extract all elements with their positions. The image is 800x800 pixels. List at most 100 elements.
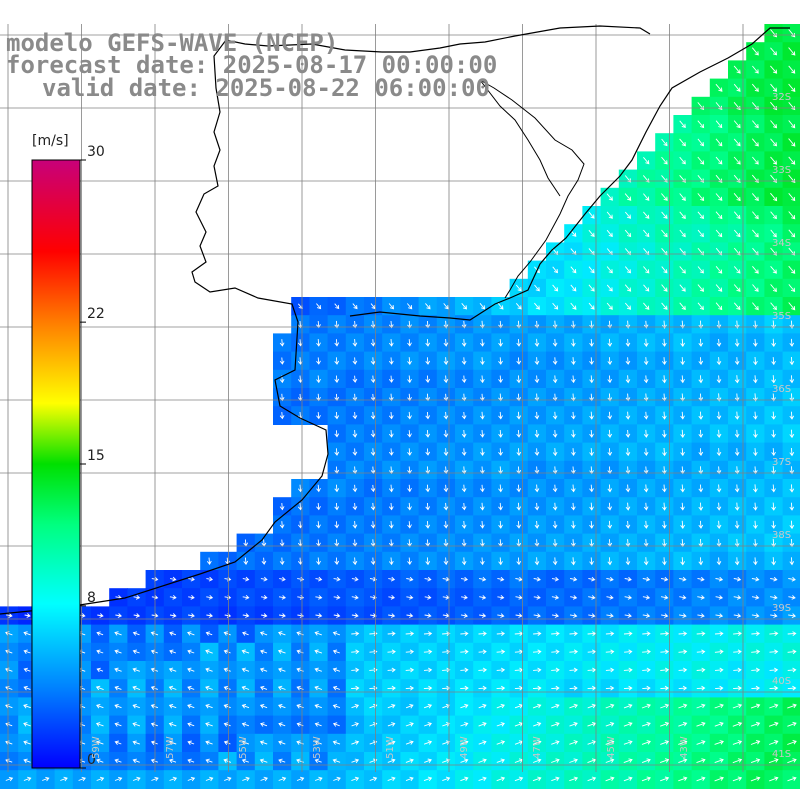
wind-arrow: [787, 739, 797, 745]
wind-arrow: [751, 576, 760, 582]
wind-arrow: [732, 703, 743, 709]
wind-arrow: [388, 357, 394, 365]
wind-arrow: [552, 284, 559, 292]
wind-arrow: [352, 448, 358, 456]
wind-arrow: [515, 284, 522, 292]
wind-arrow: [606, 266, 613, 274]
wind-arrow: [132, 685, 141, 691]
wind-arrow: [114, 776, 123, 782]
wind-arrow: [551, 631, 560, 636]
longitude-label: 59W: [90, 736, 102, 759]
wind-arrow: [643, 229, 650, 238]
wind-arrow: [533, 722, 542, 727]
wind-arrow: [279, 576, 286, 582]
wind-arrow: [95, 722, 104, 727]
wind-arrow: [532, 703, 542, 709]
wind-arrow: [715, 266, 723, 274]
wind-arrow: [570, 284, 577, 292]
latitude-label: 39S: [772, 603, 792, 614]
wind-arrow: [734, 484, 740, 493]
wind-arrow: [407, 521, 412, 529]
wind-arrow: [660, 721, 670, 727]
wind-arrow: [551, 721, 560, 727]
wind-arrow: [679, 229, 686, 238]
wind-arrow: [496, 776, 506, 782]
wind-arrow: [771, 338, 776, 348]
wind-arrow: [642, 685, 651, 691]
wind-arrow: [461, 411, 467, 420]
wind-arrow: [679, 302, 686, 311]
wind-cell: [782, 42, 800, 61]
wind-arrow: [643, 557, 649, 566]
wind-arrow: [515, 595, 523, 600]
wind-arrow: [607, 411, 613, 420]
wind-arrow: [769, 649, 779, 655]
wind-arrow: [788, 595, 796, 600]
wind-arrow: [587, 649, 597, 655]
wind-arrow: [132, 667, 140, 673]
wind-arrow: [734, 502, 740, 511]
wind-arrow: [770, 192, 778, 202]
wind-arrow: [753, 411, 758, 420]
wind-arrow: [678, 740, 688, 745]
wind-arrow: [733, 120, 741, 129]
wind-arrow: [732, 721, 743, 727]
wind-arrow: [752, 229, 759, 238]
wind-arrow: [114, 722, 122, 727]
wind-arrow: [697, 138, 705, 147]
wind-arrow: [680, 393, 685, 402]
wind-arrow: [442, 722, 451, 727]
wind-arrow: [662, 557, 667, 566]
wind-arrow: [278, 667, 286, 673]
wind-arrow: [715, 193, 723, 201]
wind-arrow: [734, 448, 740, 457]
wind-arrow: [442, 649, 451, 655]
wind-arrow: [570, 375, 576, 384]
wind-arrow: [643, 302, 650, 310]
wind-arrow: [168, 722, 177, 727]
wind-arrow: [751, 193, 759, 202]
wind-arrow: [753, 375, 758, 384]
wind-arrow: [605, 649, 615, 655]
wind-arrow: [552, 484, 558, 493]
wind-arrow: [589, 338, 594, 347]
wind-arrow: [624, 302, 632, 310]
wind-arrow: [497, 302, 504, 310]
wind-arrow: [498, 375, 503, 383]
wind-arrow: [607, 393, 613, 402]
wind-arrow: [660, 776, 670, 782]
wind-arrow: [769, 703, 779, 709]
wind-arrow: [534, 557, 540, 566]
wind-arrow: [370, 375, 376, 383]
wind-arrow: [625, 357, 631, 365]
wind-arrow: [425, 521, 431, 529]
wind-arrow: [625, 338, 631, 347]
wind-arrow: [425, 338, 431, 347]
wind-arrow: [333, 594, 341, 600]
wind-arrow: [569, 685, 578, 691]
wind-arrow: [680, 484, 685, 493]
wind-arrow: [733, 156, 741, 165]
wind-arrow: [570, 576, 578, 582]
wind-arrow: [334, 411, 340, 420]
wind-arrow: [787, 631, 797, 636]
wind-arrow: [715, 613, 724, 618]
wind-arrow: [571, 338, 576, 347]
wind-arrow: [460, 667, 469, 673]
wind-arrow: [715, 83, 723, 92]
wind-arrow: [316, 412, 321, 420]
wind-arrow: [405, 667, 415, 673]
wind-arrow: [789, 484, 795, 493]
wind-arrow: [423, 667, 433, 673]
colorbar-tick-label: 8: [87, 589, 96, 606]
wind-arrow: [715, 138, 723, 147]
wind-arrow: [168, 740, 177, 745]
wind-arrow: [660, 740, 670, 745]
wind-arrow: [478, 740, 487, 745]
wind-arrow: [714, 631, 724, 636]
wind-arrow: [678, 703, 688, 709]
wind-arrow: [716, 484, 722, 493]
wind-arrow: [733, 284, 741, 292]
wind-arrow: [732, 740, 743, 745]
wind-arrow: [552, 357, 558, 365]
